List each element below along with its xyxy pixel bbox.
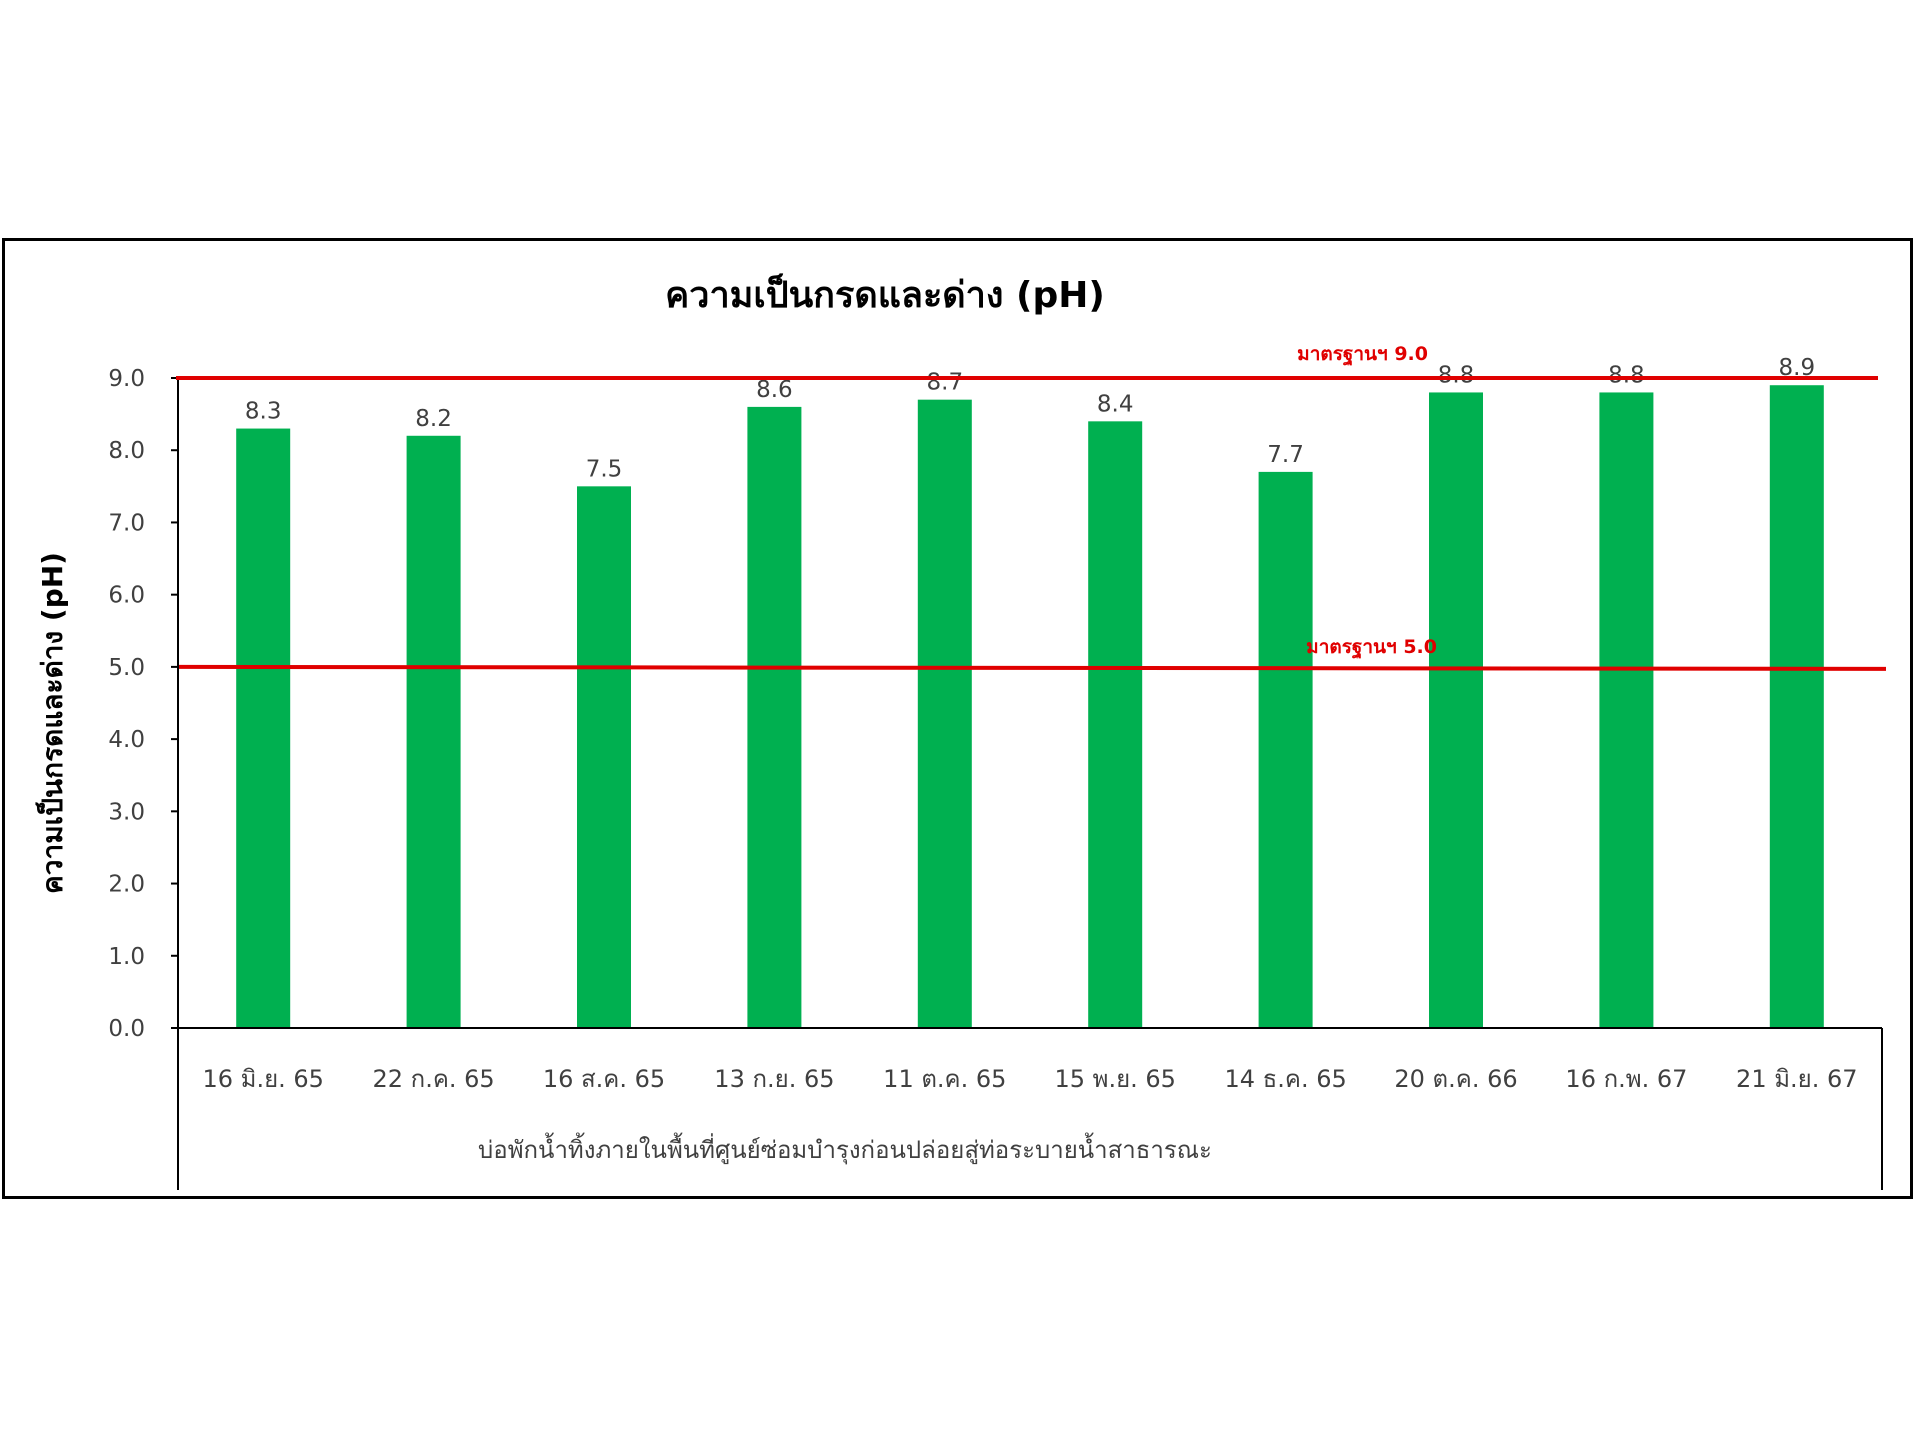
x-tick-label-2: 22 ก.ค. 65: [373, 1065, 495, 1093]
x-axis-label: บ่อพักน้ำทิ้งภายในพื้นที่ศูนย์ซ่อมบำรุงก…: [478, 1132, 1212, 1165]
y-tick-label-8: 8.0: [108, 438, 145, 464]
reference-label-1: มาตรฐานฯ 9.0: [1297, 343, 1428, 367]
data-label-2: 8.2: [415, 406, 452, 432]
y-tick-label-6: 6.0: [108, 583, 145, 609]
y-axis-label: ความเป็นกรดและด่าง (pH): [35, 552, 69, 894]
axes-layer: 0.0 1.0 2.0 3.0 4.0 5.0 6.0 7.0 8.0 9.0: [108, 366, 1883, 1190]
ph-bar-chart: ความเป็นกรดและด่าง (pH) ความเป็นกรดและด่…: [35, 272, 1887, 1190]
data-label-3: 7.5: [586, 456, 623, 482]
bar-5: [917, 399, 972, 1028]
data-label-8: 8.8: [1438, 362, 1475, 388]
y-tick-label-0: 0.0: [108, 1016, 145, 1042]
x-tick-label-9: 16 ก.พ. 67: [1565, 1065, 1687, 1093]
data-label-5: 8.7: [927, 370, 964, 396]
chart-frame: ความเป็นกรดและด่าง (pH) ความเป็นกรดและด่…: [2, 238, 1913, 1199]
bar-3: [577, 486, 631, 1028]
x-tick-label-10: 21 มิ.ย. 67: [1736, 1065, 1857, 1093]
x-tick-label-1: 16 มิ.ย. 65: [202, 1065, 323, 1093]
x-tick-label-6: 15 พ.ย. 65: [1054, 1065, 1175, 1093]
y-tick-label-9: 9.0: [108, 366, 145, 392]
x-tick-label-7: 14 ธ.ค. 65: [1224, 1065, 1346, 1093]
y-tick-label-2: 2.0: [108, 872, 145, 898]
reference-line-2: [178, 664, 1887, 671]
bar-6: [1088, 421, 1143, 1028]
data-label-7: 7.7: [1267, 442, 1304, 468]
bar-1: [236, 428, 291, 1028]
bar-7: [1258, 471, 1313, 1028]
data-label-9: 8.8: [1608, 362, 1645, 388]
x-tick-label-3: 16 ส.ค. 65: [543, 1065, 665, 1093]
chart-title: ความเป็นกรดและด่าง (pH): [665, 272, 1105, 316]
reference-lines-layer: มาตรฐานฯ 9.0 มาตรฐานฯ 5.0: [176, 343, 1887, 671]
bars-layer: [236, 385, 1824, 1028]
data-label-4: 8.6: [756, 377, 793, 403]
y-tick-label-7: 7.0: [108, 510, 145, 536]
x-tick-label-8: 20 ต.ค. 66: [1394, 1065, 1517, 1093]
x-tick-label-4: 13 ก.ย. 65: [714, 1065, 834, 1093]
y-tick-label-4: 4.0: [108, 727, 145, 753]
y-tick-label-1: 1.0: [108, 944, 145, 970]
y-tick-label-3: 3.0: [108, 799, 145, 825]
reference-label-2: มาตรฐานฯ 5.0: [1306, 636, 1437, 660]
data-label-1: 8.3: [245, 399, 282, 425]
labels-layer: 8.3 16 มิ.ย. 65 8.2 22 ก.ค. 65 7.5 16 ส.ค. 65…: [202, 355, 1857, 1093]
x-tick-label-5: 11 ต.ค. 65: [883, 1065, 1006, 1093]
bar-9: [1599, 392, 1654, 1028]
bar-2: [406, 435, 461, 1028]
y-tick-label-5: 5.0: [108, 655, 145, 681]
bar-8: [1429, 392, 1483, 1028]
bar-10: [1769, 385, 1824, 1028]
bar-4: [747, 406, 802, 1028]
data-label-6: 8.4: [1097, 391, 1134, 417]
